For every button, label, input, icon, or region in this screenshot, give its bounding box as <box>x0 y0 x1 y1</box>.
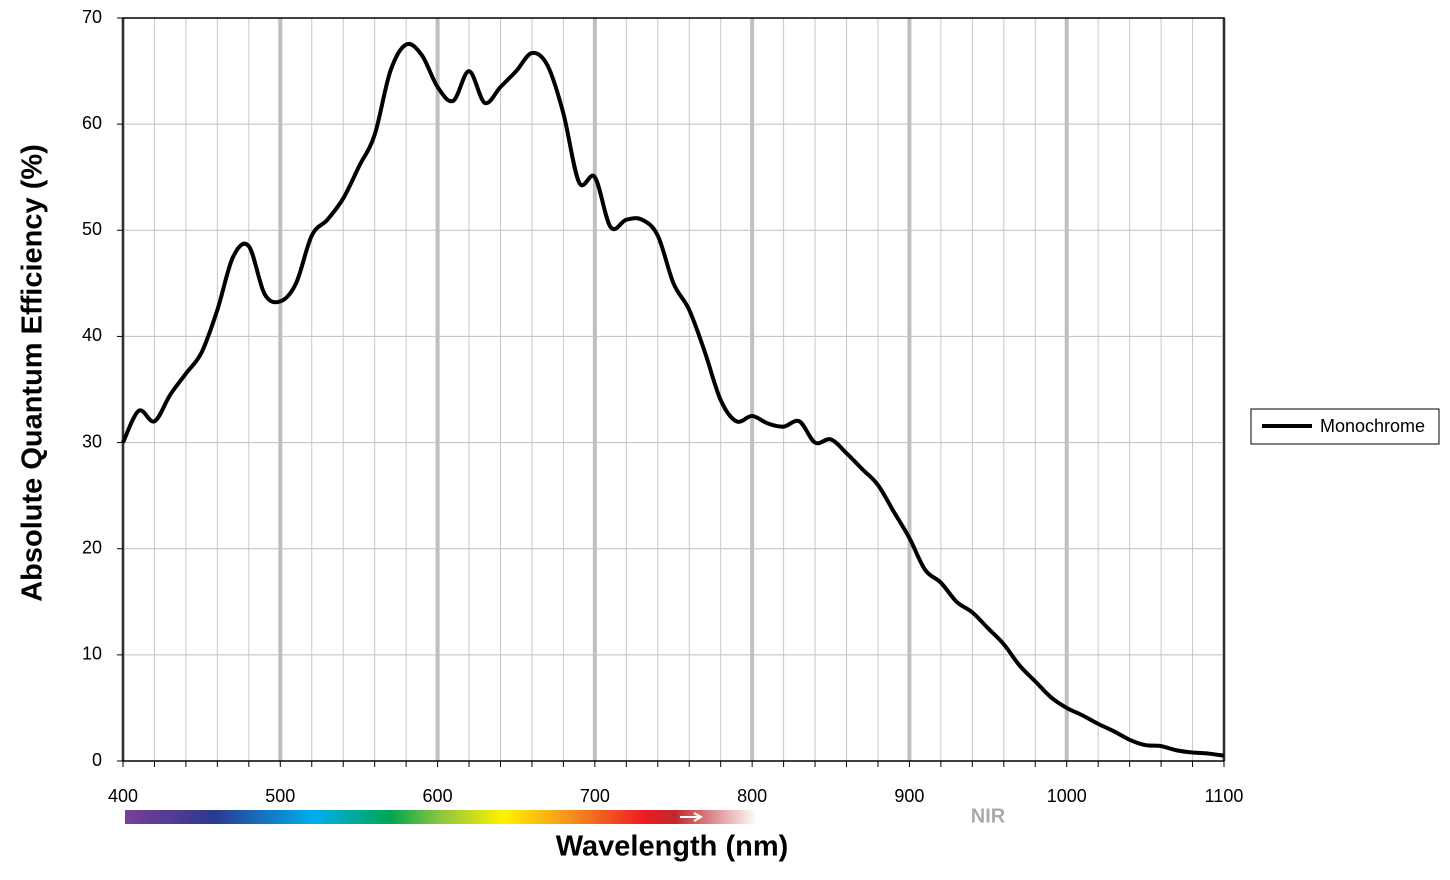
y-tick-label: 60 <box>82 113 102 133</box>
y-tick-label: 30 <box>82 431 102 451</box>
grid <box>121 17 1226 762</box>
x-tick-label: 500 <box>265 786 295 806</box>
y-tick-label: 50 <box>82 219 102 239</box>
spectrum-bar <box>125 810 757 824</box>
y-tick-label: 10 <box>82 644 102 664</box>
y-tick-label: 40 <box>82 325 102 345</box>
legend: Monochrome <box>1250 408 1440 445</box>
x-tick-label: 700 <box>580 786 610 806</box>
x-tick-label: 1100 <box>1205 786 1244 806</box>
x-tick-label: 400 <box>108 786 138 806</box>
arrow <box>680 812 704 822</box>
y-axis-title: Absolute Quantum Efficiency (%) <box>17 144 49 602</box>
y-tick-label: 20 <box>82 537 102 557</box>
x-tick-label: 800 <box>737 786 767 806</box>
x-tick-label: 600 <box>423 786 453 806</box>
plot-frame <box>122 17 1225 762</box>
x-tick-label: 900 <box>894 786 924 806</box>
data-line <box>121 41 1225 758</box>
y-tick-label: 0 <box>92 750 102 770</box>
legend-label: Monochrome <box>1320 416 1425 436</box>
nir-label: NIR <box>971 805 1006 827</box>
x-axis-title: Wavelength (nm) <box>556 831 789 863</box>
y-tick-label: 70 <box>82 7 102 27</box>
x-tick-label: 1000 <box>1047 786 1087 806</box>
